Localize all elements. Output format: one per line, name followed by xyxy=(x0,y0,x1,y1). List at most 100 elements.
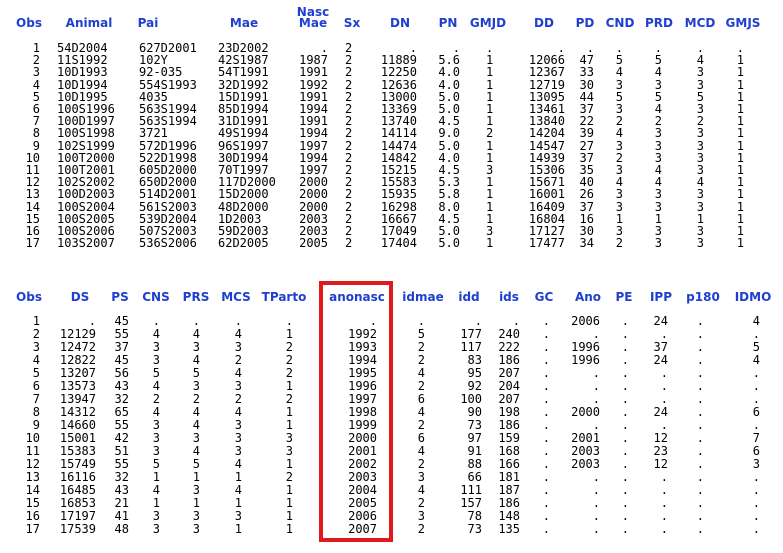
table2-cell-ps: 51 xyxy=(114,444,129,458)
table2-cell-obs: 11 xyxy=(25,444,40,458)
table2-cell-pe: . xyxy=(621,457,629,471)
table2-cell-ps: 48 xyxy=(114,522,129,536)
table2-cell-ids: 186 xyxy=(498,496,520,510)
table2-header-obs: Obs xyxy=(16,290,42,304)
table1-cell-pd: 16 xyxy=(579,211,594,226)
table1-cell-cnd: 4 xyxy=(615,175,623,190)
table1-cell-animal: 100D1997 xyxy=(57,114,115,129)
table2-cell-idmae: 2 xyxy=(417,522,425,536)
table1-cell-pai: 514D2001 xyxy=(139,187,197,202)
table2-cell-anonasc: 2001 xyxy=(348,444,377,458)
table2-cell-idd: 88 xyxy=(467,457,482,471)
table1-cell-cnd: 3 xyxy=(615,138,623,153)
table2-cell-mcs: 3 xyxy=(234,509,242,523)
table1-cell-pn: 5.0 xyxy=(438,89,460,104)
table2-cell-idmae: 2 xyxy=(417,457,425,471)
table1-cell-mcd: . xyxy=(696,41,704,55)
table2-cell-cns: 2 xyxy=(152,392,160,406)
table2-cell-cns: 5 xyxy=(152,457,160,471)
table2-cell-p180: . xyxy=(696,418,704,432)
table1-cell-sx: 2 xyxy=(345,138,353,153)
table2-cell-ipp: . xyxy=(660,418,668,432)
table2-cell-anonasc: 1992 xyxy=(348,327,377,341)
table1-header-mae: Mae xyxy=(229,16,259,30)
table2-cell-idmae: 4 xyxy=(417,483,425,497)
table1-cell-animal: 10D1994 xyxy=(57,77,108,92)
table1-cell-animal: 10D1995 xyxy=(57,89,108,104)
table2-cell-pe: . xyxy=(621,522,629,536)
table1-cell-gmjd: 1 xyxy=(486,102,494,116)
table1-cell-obs: 5 xyxy=(32,89,40,104)
table1-cell-pd: 30 xyxy=(579,224,594,238)
table2-cell-obs: 15 xyxy=(25,496,40,510)
table1-cell-pai: 650D2000 xyxy=(139,175,197,190)
table2-cell-ids: . xyxy=(512,314,520,328)
table1-cell-mae: 70T1997 xyxy=(218,163,269,177)
table1-cell-sx: 2 xyxy=(345,114,353,129)
table1-cell-pn: 4.0 xyxy=(438,65,460,80)
table1-cell-pd: 34 xyxy=(579,236,594,251)
table1-cell-mcd: 4 xyxy=(696,53,704,68)
table2-cell-idd: 117 xyxy=(460,340,482,354)
table2-cell-tparto: 3 xyxy=(285,444,293,458)
table2-cell-cns: 3 xyxy=(152,418,160,432)
table2-cell-idmo: . xyxy=(752,496,760,510)
table2-cell-ds: 12472 xyxy=(59,340,96,354)
table2-cell-tparto: 2 xyxy=(285,392,293,406)
table1-cell-prd: 1 xyxy=(654,211,662,226)
table1-cell-cnd: 3 xyxy=(615,187,623,202)
table1-cell-pd: 37 xyxy=(579,199,594,214)
table1-cell-dd: 16409 xyxy=(528,199,565,214)
table1-cell-gmjd: 3 xyxy=(486,224,494,238)
table1-cell-nasc-mae: 2000 xyxy=(299,175,328,190)
table2-header-idmae: idmae xyxy=(402,290,444,304)
table2-cell-prs: 1 xyxy=(192,496,200,510)
table1-cell-dd: 15306 xyxy=(528,163,565,177)
table2-cell-anonasc: 2003 xyxy=(348,470,377,484)
table2-cell-cns: 3 xyxy=(152,444,160,458)
table1-cell-gmjd: 1 xyxy=(486,77,494,92)
table1-cell-prd: 3 xyxy=(654,138,662,153)
table2-cell-idmo: 4 xyxy=(752,353,760,367)
table2-cell-ids: 159 xyxy=(498,431,520,445)
table2-cell-p180: . xyxy=(696,457,704,471)
table2-cell-prs: 4 xyxy=(192,327,200,341)
table1-cell-pn: 4.5 xyxy=(438,211,460,226)
table1-cell-animal: 100S2006 xyxy=(57,224,115,238)
table1-cell-pai: 563S1994 xyxy=(139,114,197,129)
table1-cell-nasc-mae: 1991 xyxy=(299,65,328,80)
table1-cell-pn: 4.0 xyxy=(438,150,460,165)
table2-cell-mcs: 1 xyxy=(234,470,242,484)
table2-cell-ps: 55 xyxy=(114,418,129,432)
table2-cell-ipp: 12 xyxy=(653,457,668,471)
table1-cell-dn: 16667 xyxy=(380,211,417,226)
table2-cell-anonasc: 2006 xyxy=(348,509,377,523)
table1-cell-prd: 3 xyxy=(654,126,662,141)
table1-cell-dd: 13095 xyxy=(528,89,565,104)
table1-cell-mae: 85D1994 xyxy=(218,102,269,116)
table2-cell-gc: . xyxy=(542,340,550,354)
table1-cell-animal: 11S1992 xyxy=(57,53,108,68)
table1-cell-dn: 15215 xyxy=(380,163,417,177)
table2-cell-idmae: 4 xyxy=(417,444,425,458)
table1-cell-nasc-mae: 2000 xyxy=(299,199,328,214)
table1-cell-pai: 561S2003 xyxy=(139,199,197,214)
table1-cell-gmjd: 1 xyxy=(486,114,494,129)
table1-cell-pd: 26 xyxy=(579,187,594,202)
table1-cell-prd: 5 xyxy=(654,89,662,104)
table1-header-dd: DD xyxy=(534,16,554,30)
table1-cell-mae: 49S1994 xyxy=(218,126,269,141)
table2-cell-ano: 2006 xyxy=(571,314,600,328)
table1-cell-gmjs: 1 xyxy=(736,163,744,177)
table2-cell-mcs: 4 xyxy=(234,366,242,380)
table2-cell-ano: 1996 xyxy=(571,340,600,354)
table2-cell-ano: 2000 xyxy=(571,405,600,419)
table2-cell-ds: 14660 xyxy=(59,418,96,432)
table2-cell-ds: 17197 xyxy=(59,509,96,523)
table1-cell-mae: 59D2003 xyxy=(218,224,269,238)
table1-cell-animal: 100S1998 xyxy=(57,126,115,141)
table1-cell-animal: 100S2004 xyxy=(57,199,115,214)
table2-cell-gc: . xyxy=(542,457,550,471)
table2-cell-ano: . xyxy=(592,392,600,406)
table1-cell-pai: 563S1994 xyxy=(139,102,197,116)
